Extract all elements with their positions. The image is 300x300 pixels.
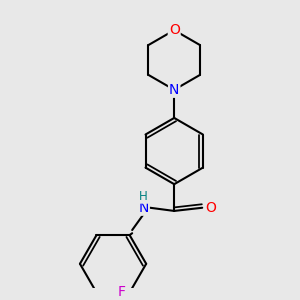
Text: O: O bbox=[205, 201, 216, 215]
Text: O: O bbox=[169, 23, 180, 37]
Text: N: N bbox=[169, 83, 179, 97]
Text: F: F bbox=[117, 286, 125, 299]
Text: H: H bbox=[139, 190, 148, 203]
Text: N: N bbox=[138, 201, 149, 215]
